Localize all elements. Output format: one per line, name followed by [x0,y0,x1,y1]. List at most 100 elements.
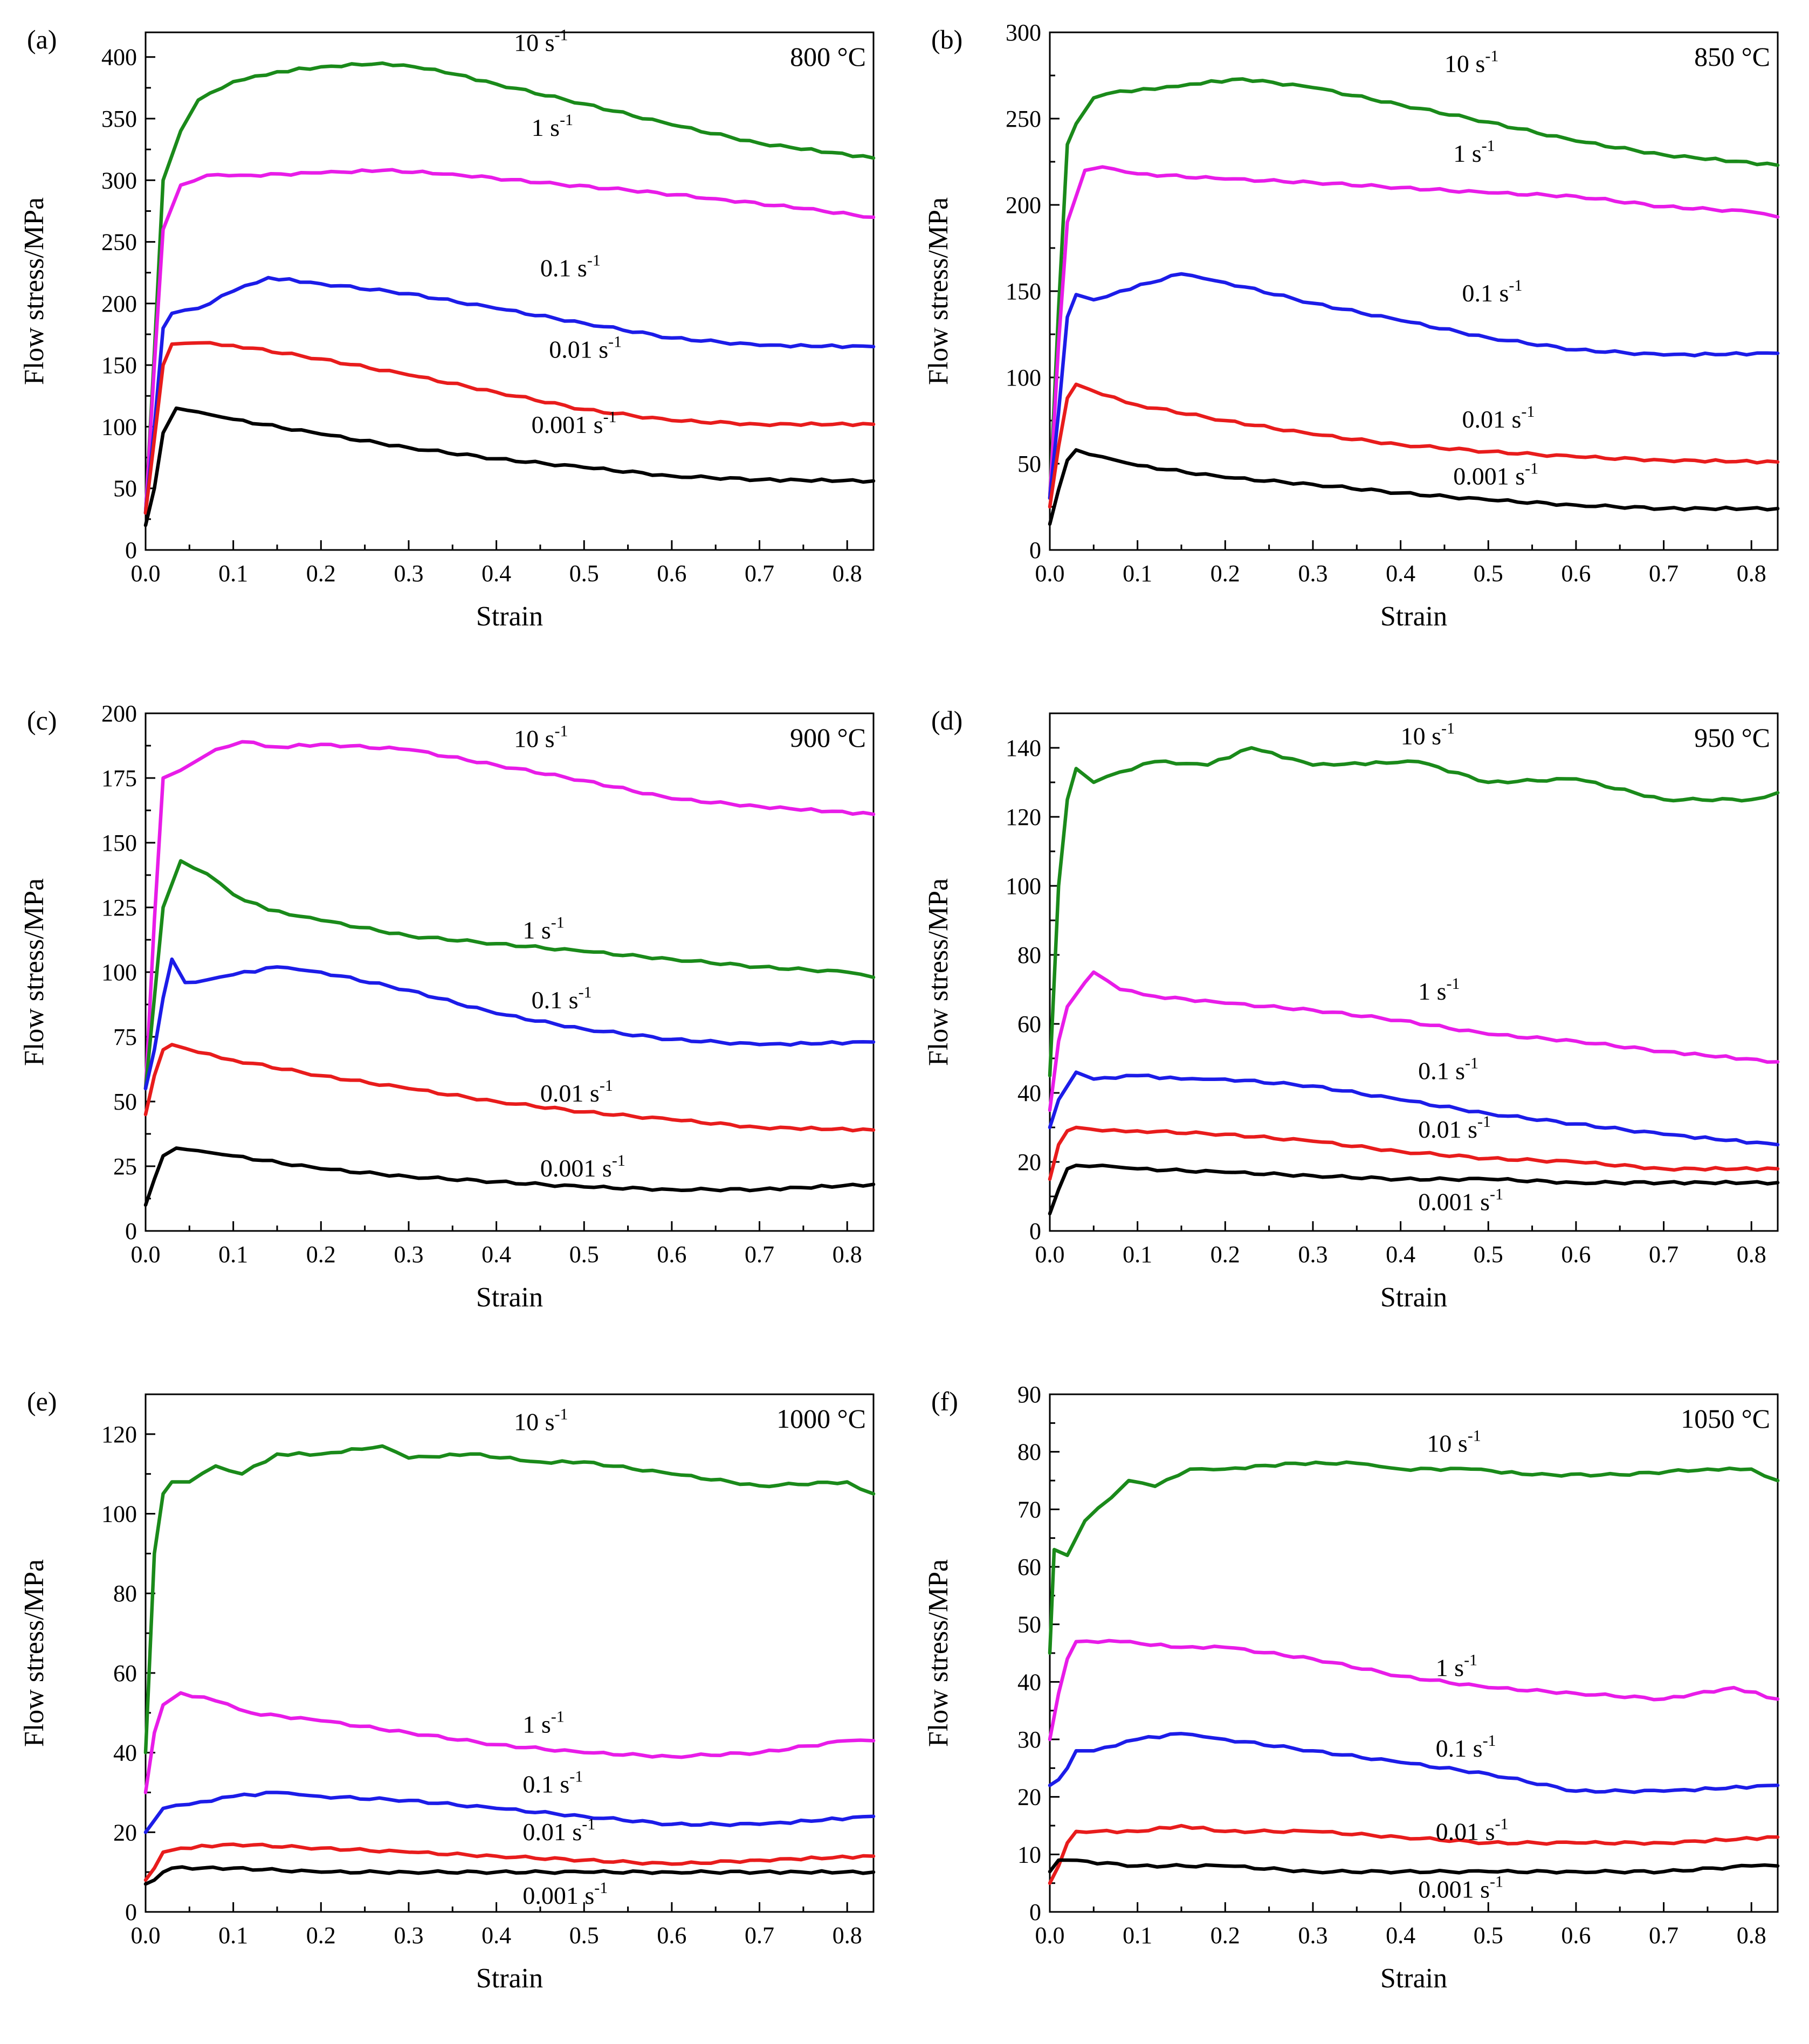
y-tick-label: 0 [1029,1899,1041,1925]
series-label-exponent: -1 [555,1405,568,1423]
series-label-text: 10 s [1401,722,1441,750]
series-label: 10 s-1 [1445,47,1498,78]
x-tick-label: 0.1 [218,560,248,587]
series-label: 10 s-1 [1427,1427,1481,1457]
x-tick-label: 0.2 [306,1922,336,1949]
x-axis-title: Strain [1380,601,1447,632]
y-tick-label: 200 [1006,192,1041,218]
x-tick-label: 0.6 [657,560,686,587]
y-tick-label: 70 [1017,1496,1041,1523]
series-label-exponent: -1 [612,1152,625,1169]
series-label: 0.1 s-1 [1436,1732,1496,1762]
x-tick-label: 0.5 [1474,1922,1503,1949]
x-tick-label: 0.4 [482,1922,511,1949]
chart-panel: 0.0 0.1 0.2 0.3 0.4 0.5 0.6 0.7 0.8 0 50 100 150 200 2… [904,0,1808,681]
y-tick-label: 100 [1006,873,1041,899]
series-label-text: 10 s [514,725,554,752]
series-label-exponent: -1 [555,722,568,740]
y-tick-label: 120 [101,1421,137,1448]
series-line [143,957,876,1091]
series-label-exponent: -1 [579,983,592,1001]
y-tick-label: 90 [1017,1381,1041,1408]
series-label-text: 0.1 s [1462,279,1509,307]
series-line [143,61,876,515]
series-label-exponent: -1 [560,111,573,129]
series-label: 10 s-1 [514,1405,568,1435]
chart-panel: 0.0 0.1 0.2 0.3 0.4 0.5 0.6 0.7 0.8 0 20 40 60 80 100 1… [0,1362,904,2043]
x-axis-title: Strain [476,601,543,632]
panel-letter: (a) [27,24,57,54]
x-tick-label: 0.6 [657,1922,686,1949]
series-label-text: 1 s [1453,140,1481,167]
temperature-label: 850 °C [1694,42,1770,72]
series-label-text: 1 s [522,917,551,944]
y-tick-label: 20 [1017,1784,1041,1811]
chart-panel: 0.0 0.1 0.2 0.3 0.4 0.5 0.6 0.7 0.8 0 10 20 30 40 50 60… [904,1362,1808,2043]
y-tick-label: 200 [101,700,137,727]
series-label-exponent: -1 [551,914,565,932]
x-tick-label: 0.8 [833,1241,862,1268]
series-label-text: 0.1 s [522,1770,569,1798]
series-line [1048,382,1780,509]
series-label: 0.1 s-1 [1462,277,1522,307]
y-tick-label: 175 [101,765,137,792]
y-tick-label: 50 [1017,1612,1041,1638]
series-label: 1 s-1 [1436,1651,1477,1682]
y-tick-label: 60 [1017,1011,1041,1037]
x-tick-label: 0.8 [1737,1241,1766,1268]
series-line [1048,1639,1780,1742]
panel-letter: (f) [931,1386,958,1416]
x-tick-label: 0.1 [1123,560,1152,587]
series-line [1048,746,1780,1078]
series-line [1048,1460,1780,1655]
series-label: 0.001 s-1 [1418,1873,1503,1903]
series-label-text: 1 s [532,114,560,141]
temperature-label: 950 °C [1694,722,1770,753]
x-tick-label: 0.7 [1649,560,1679,587]
y-tick-label: 100 [101,959,137,986]
x-tick-label: 0.4 [1386,560,1415,587]
y-axis-title: Flow stress/MPa [19,878,50,1066]
x-tick-label: 0.8 [1737,560,1766,587]
x-tick-label: 0.6 [1561,1922,1591,1949]
x-tick-label: 0.7 [745,560,774,587]
y-tick-label: 100 [101,414,137,440]
y-tick-label: 350 [101,106,137,132]
chart-svg: 0.0 0.1 0.2 0.3 0.4 0.5 0.6 0.7 0.8 0 20 40 60 80 100 1… [923,705,1780,1313]
x-tick-label: 0.5 [1474,560,1503,587]
series-label: 0.01 s-1 [1436,1815,1509,1846]
x-tick-label: 0.1 [1123,1241,1152,1268]
series-line [1048,1823,1780,1885]
series-line [1048,1732,1780,1794]
y-tick-label: 120 [1006,804,1041,830]
series-label: 10 s-1 [514,722,568,752]
y-tick-label: 250 [101,229,137,256]
y-tick-label: 0 [125,537,137,563]
y-tick-label: 50 [1017,451,1041,477]
y-tick-label: 150 [1006,278,1041,305]
series-label-text: 1 s [522,1711,551,1738]
series-label: 0.1 s-1 [1418,1054,1478,1084]
x-tick-label: 0.2 [1210,560,1240,587]
series-label: 0.1 s-1 [522,1767,583,1798]
y-axis-title: Flow stress/MPa [923,197,954,385]
y-tick-label: 50 [113,476,137,502]
y-tick-label: 125 [101,894,137,921]
series-label-exponent: -1 [555,26,568,44]
x-tick-label: 0.5 [569,1922,599,1949]
series-line [143,1791,876,1834]
y-tick-label: 40 [113,1740,137,1766]
x-tick-label: 0.7 [745,1922,774,1949]
x-tick-label: 0.0 [1035,1241,1065,1268]
y-tick-label: 0 [1029,537,1041,563]
temperature-label: 900 °C [790,722,866,753]
series-label: 0.1 s-1 [540,252,601,282]
x-tick-label: 0.1 [218,1922,248,1949]
series-line [143,168,876,515]
x-tick-label: 0.7 [1649,1241,1679,1268]
x-tick-label: 0.0 [1035,560,1065,587]
series-label: 1 s-1 [1453,137,1495,167]
series-label-exponent: -1 [1509,277,1522,294]
x-tick-label: 0.6 [1561,560,1591,587]
